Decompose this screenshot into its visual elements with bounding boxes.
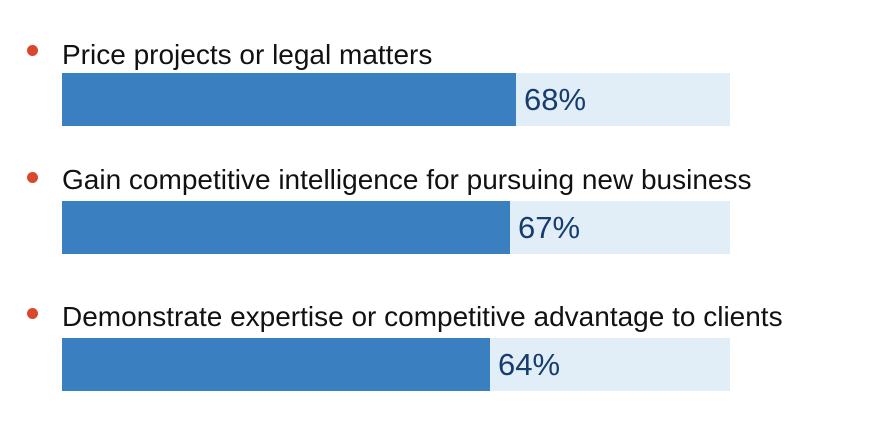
bar [62,73,516,126]
bullet-icon [27,308,38,319]
chart-item: Price projects or legal matters 68% [0,38,892,148]
bar-track: 67% [62,201,730,254]
bar [62,201,510,254]
category-label: Demonstrate expertise or competitive adv… [62,301,783,332]
bar-track: 64% [62,338,730,391]
bullet-icon [27,172,38,183]
data-label: 64% [498,347,561,382]
bullet-icon [27,45,38,56]
chart-item: Demonstrate expertise or competitive adv… [0,300,892,410]
data-label: 67% [518,210,581,245]
category-label: Gain competitive intelligence for pursui… [62,164,752,195]
bar-track: 68% [62,73,730,126]
bar [62,338,490,391]
category-label: Price projects or legal matters [62,39,433,70]
chart-item: Gain competitive intelligence for pursui… [0,163,892,273]
data-label: 68% [524,82,587,117]
